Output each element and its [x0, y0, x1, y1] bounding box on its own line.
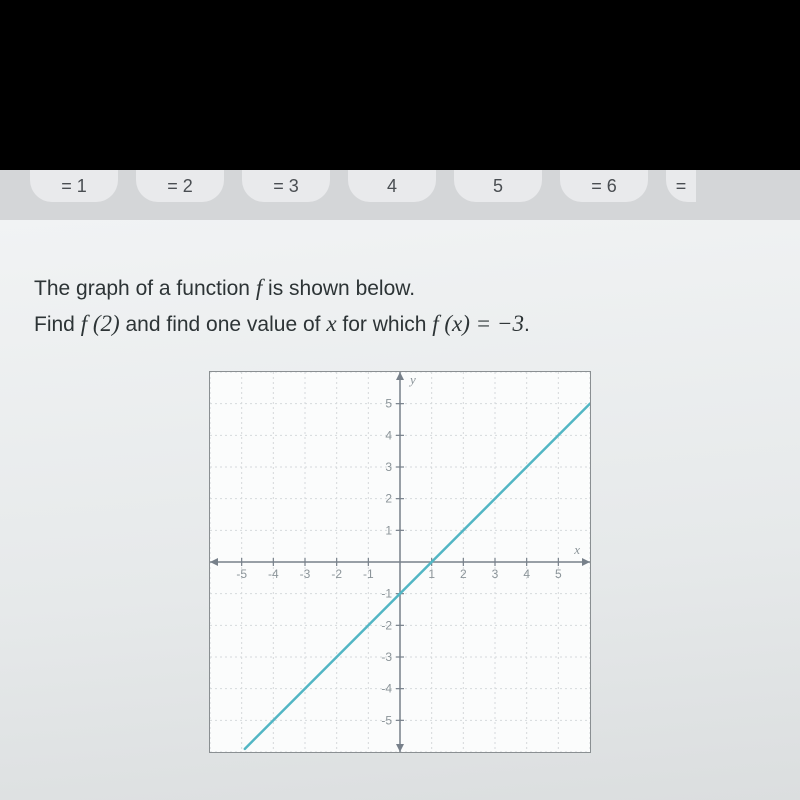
tabs-row: = 1 = 2 = 3 4 5 = 6 =: [0, 170, 800, 220]
question-text: The graph of a function f is shown below…: [34, 270, 766, 341]
svg-text:-4: -4: [268, 567, 279, 581]
svg-text:2: 2: [385, 492, 392, 506]
q-line2-m2: f (x) = −3: [432, 311, 524, 336]
svg-text:-2: -2: [331, 567, 342, 581]
svg-text:2: 2: [460, 567, 467, 581]
svg-text:-2: -2: [381, 619, 392, 633]
q-line1-pre: The graph of a function: [34, 277, 256, 300]
svg-text:x: x: [573, 542, 580, 557]
svg-text:-3: -3: [300, 567, 311, 581]
tab-5[interactable]: 5: [454, 170, 542, 202]
q-line2-x: x: [326, 311, 336, 336]
svg-text:1: 1: [385, 524, 392, 538]
tab-3[interactable]: = 3: [242, 170, 330, 202]
chart-wrap: -5 -4 -3 -2 -1 1 2 3 4 5 -5 -4 -3 -2 -1 1 2 3 4 5 y x: [34, 371, 766, 753]
svg-text:4: 4: [523, 567, 530, 581]
q-line2-end: .: [524, 313, 530, 336]
tab-6[interactable]: = 6: [560, 170, 648, 202]
function-graph: -5 -4 -3 -2 -1 1 2 3 4 5 -5 -4 -3 -2 -1 1 2 3 4 5 y x: [210, 372, 590, 752]
svg-text:1: 1: [428, 567, 435, 581]
q-line2-pre: Find: [34, 313, 81, 336]
tab-1[interactable]: = 1: [30, 170, 118, 202]
svg-text:-3: -3: [381, 650, 392, 664]
svg-text:4: 4: [385, 429, 392, 443]
svg-text:y: y: [408, 372, 416, 387]
q-line1-post: is shown below.: [262, 277, 415, 300]
tab-2[interactable]: = 2: [136, 170, 224, 202]
q-line2-mid: and find one value of: [120, 313, 327, 336]
svg-text:-1: -1: [363, 567, 374, 581]
svg-text:3: 3: [385, 460, 392, 474]
content-area: The graph of a function f is shown below…: [0, 220, 800, 800]
tab-7[interactable]: =: [666, 170, 696, 202]
chart-box: -5 -4 -3 -2 -1 1 2 3 4 5 -5 -4 -3 -2 -1 1 2 3 4 5 y x: [209, 371, 591, 753]
svg-text:3: 3: [492, 567, 499, 581]
svg-text:-5: -5: [236, 567, 247, 581]
q-line2-mid2: for which: [337, 313, 433, 336]
svg-text:5: 5: [385, 397, 392, 411]
svg-text:5: 5: [555, 567, 562, 581]
q-line2-m1: f (2): [81, 311, 120, 336]
svg-text:-1: -1: [381, 587, 392, 601]
svg-text:-4: -4: [381, 682, 392, 696]
tab-4[interactable]: 4: [348, 170, 436, 202]
svg-text:-5: -5: [381, 714, 392, 728]
